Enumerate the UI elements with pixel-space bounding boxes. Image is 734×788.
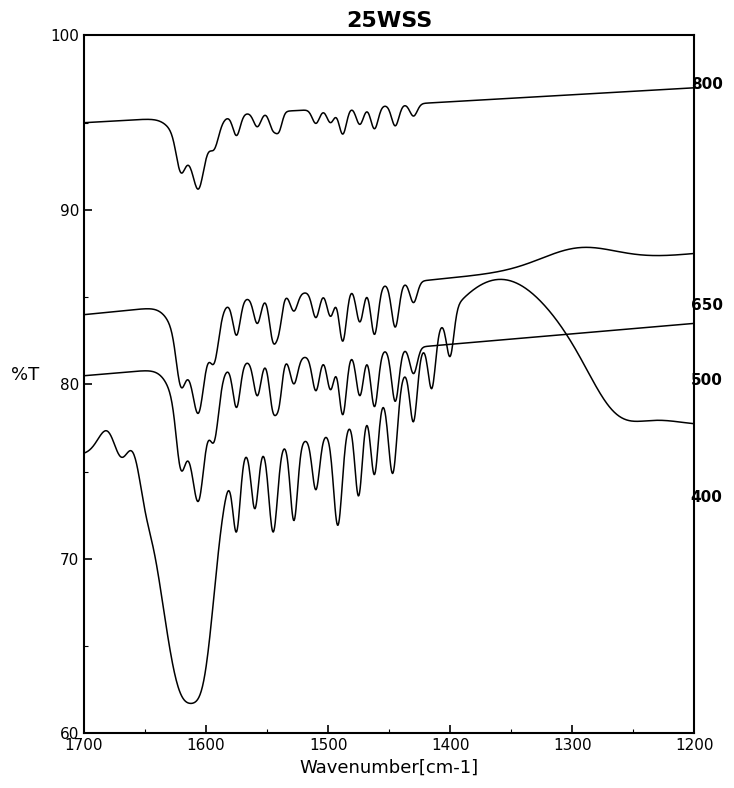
Text: 800: 800 (691, 76, 722, 92)
Y-axis label: %T: %T (11, 366, 40, 385)
Text: 650: 650 (691, 299, 723, 314)
Text: 500: 500 (691, 374, 722, 388)
X-axis label: Wavenumber[cm-1]: Wavenumber[cm-1] (299, 759, 479, 777)
Text: 400: 400 (691, 490, 722, 505)
Title: 25WSS: 25WSS (346, 11, 432, 31)
